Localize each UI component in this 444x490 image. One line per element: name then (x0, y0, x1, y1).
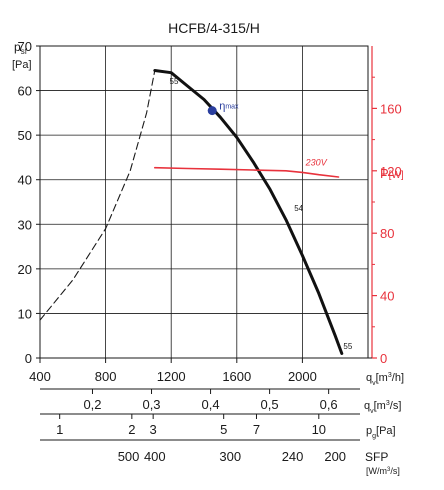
curve-annotation: 55 (170, 77, 179, 86)
y2-tick-label: 120 (380, 164, 402, 179)
scale-tick-label: 10 (312, 422, 326, 437)
scale-sfp-unit-sup: 3 (387, 467, 391, 473)
scale-tick-label: 3 (150, 422, 157, 437)
x-tick-label: 400 (29, 369, 51, 384)
scale-tick-label: 0,3 (142, 397, 160, 412)
scale-qvs-label: qv[m3/s] (364, 400, 401, 415)
scale-tick-label: 400 (144, 449, 166, 464)
secondary-scales: qv[m3/s] pg[Pa] SFP [W/m3/s] 0,2 0,3 0,4 0,… (40, 388, 401, 476)
x-axis-label-sub: v (372, 380, 376, 387)
scale-tick-label: 1 (56, 422, 63, 437)
x-axis-label-main: q (366, 372, 372, 384)
y-tick-label: 60 (18, 84, 32, 99)
y-axis-unit: [Pa] (12, 59, 32, 71)
y-axis-right: P[W] 0 40 80 120 160 (371, 46, 404, 366)
scale-tick-label: 0,5 (261, 397, 279, 412)
x-tick-label: 800 (95, 369, 117, 384)
scale-pg-label-sub: g (372, 433, 376, 440)
scale-qvs-label-unit: [m (374, 400, 386, 412)
scale-tick-label: 0,2 (83, 397, 101, 412)
x-axis-label-tail: /h] (392, 372, 404, 384)
y-tick-label: 0 (25, 351, 32, 366)
y-tick-label: 10 (18, 306, 32, 321)
plot-area (39, 45, 369, 359)
chart-title: HCFB/4-315/H (168, 20, 260, 36)
curve-annotation: 54 (294, 204, 303, 213)
y-axis-left: psf [Pa] 0 10 20 30 40 50 60 70 (12, 39, 40, 366)
scale-tick-label: 200 (324, 449, 346, 464)
scale-tick-label: 2 (128, 422, 135, 437)
series-power (154, 166, 340, 178)
annotations: 55 54 55 230V (170, 77, 353, 351)
scale-pg-label: pg[Pa] (366, 425, 396, 440)
scale-qvs-label-main: q (364, 400, 370, 412)
x-tick-label: 1600 (222, 369, 251, 384)
y2-axis-label-main: P (380, 166, 389, 181)
scale-tick-label: 7 (253, 422, 260, 437)
max-efficiency-label-sub: max (225, 104, 239, 111)
scale-pg-label-main: p (366, 425, 372, 437)
y-tick-label: 70 (18, 39, 32, 54)
scale-tick-label: 300 (219, 449, 241, 464)
x-axis-label-unit: [m (376, 372, 388, 384)
max-efficiency-label: ηmax (219, 101, 239, 113)
y-tick-label: 20 (18, 262, 32, 277)
y2-tick-label: 40 (380, 289, 394, 304)
scale-sfp-unit: [W/m3/s] (366, 466, 400, 476)
grid (39, 45, 369, 359)
y2-axis-label-unit: [W] (389, 170, 404, 181)
scale-qvs-label-tail: /s] (390, 400, 402, 412)
scale-sfp-label: SFP (365, 450, 388, 464)
curve-annotation: 230V (305, 157, 328, 167)
y2-tick-label: 80 (380, 226, 394, 241)
scale-sfp-unit-main: [W/m (366, 466, 387, 476)
plot-frame (39, 45, 369, 359)
max-efficiency-point (207, 106, 217, 116)
scale-tick-label: 0,6 (320, 397, 338, 412)
series-pressure-dashed (39, 69, 156, 321)
x-axis: qv[m3/h] 400 800 1200 1600 2000 (29, 357, 404, 387)
curve-annotation: 55 (343, 342, 352, 351)
y2-tick-label: 0 (380, 351, 387, 366)
max-efficiency-marker: ηmax (207, 101, 239, 116)
scale-tick-label: 0,4 (202, 397, 220, 412)
max-efficiency-label-main: η (219, 101, 225, 113)
y-tick-label: 50 (18, 128, 32, 143)
y2-tick-label: 160 (380, 101, 402, 116)
x-tick-label: 2000 (288, 369, 317, 384)
x-axis-label-sup: 3 (388, 372, 392, 379)
x-axis-label: qv[m3/h] (366, 372, 404, 387)
scale-pg-label-unit: [Pa] (376, 425, 396, 437)
y-axis-label-main: p (14, 40, 21, 54)
scale-tick-label: 500 (118, 449, 140, 464)
plot-border (39, 45, 369, 359)
y-tick-label: 30 (18, 217, 32, 232)
y2-axis-label: P[W] (380, 166, 404, 181)
scale-sfp-unit-tail: /s] (390, 466, 400, 476)
scale-tick-label: 5 (220, 422, 227, 437)
series-pressure (153, 69, 344, 355)
y-axis-label: psf (14, 40, 28, 56)
scale-qvs-label-sub: v (370, 408, 374, 415)
y-tick-label: 40 (18, 173, 32, 188)
curves (39, 69, 344, 355)
scale-qvs-label-sup: 3 (386, 400, 390, 407)
y-axis-label-sub: sf (21, 47, 28, 56)
x-tick-label: 1200 (157, 369, 186, 384)
scale-tick-label: 240 (282, 449, 304, 464)
